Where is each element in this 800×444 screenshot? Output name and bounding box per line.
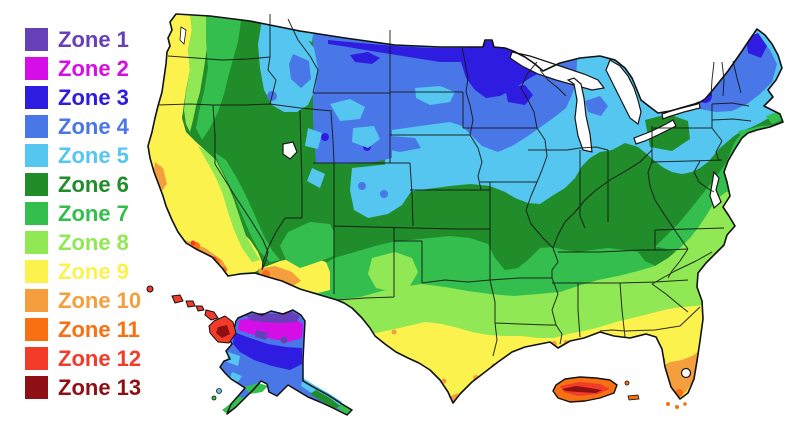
zone-7-label: Zone 7 [58, 201, 129, 226]
lake-huron [605, 59, 642, 126]
zone-4-label: Zone 4 [58, 114, 129, 139]
zone11-keys-dot2 [675, 405, 679, 409]
zone11-keys-dot [666, 402, 670, 406]
legend-item-zone-13: Zone 13 [25, 376, 141, 399]
zone-2-swatch [25, 57, 48, 80]
lake-erie [633, 119, 677, 145]
zone9-west-coast [148, 14, 330, 293]
zone3-northern-blobs [328, 33, 767, 105]
hawaii-oahu [171, 294, 184, 304]
zone-11-swatch [25, 318, 48, 341]
legend-item-zone-10: Zone 10 [25, 289, 141, 312]
lake-superior [509, 51, 606, 91]
puerto-rico-culebra [624, 380, 630, 386]
us-outline [147, 13, 784, 404]
legend-item-zone-11: Zone 11 [25, 318, 141, 341]
zone4-idaho-blobs [289, 54, 311, 88]
zone-legend: Zone 1 Zone 2 Zone 3 Zone 4 Zone 5 Zone 6 Zone… [25, 28, 141, 399]
chesapeake-bay [709, 170, 722, 210]
hawaii-kauai [146, 285, 154, 293]
zone-7-swatch [25, 202, 48, 225]
legend-item-zone-3: Zone 3 [25, 86, 141, 109]
zone-2-label: Zone 2 [58, 56, 129, 81]
zone-6-swatch [25, 173, 48, 196]
alaska-zone2 [238, 317, 303, 342]
puerto-rico-inset [552, 376, 640, 403]
legend-item-zone-9: Zone 9 [25, 260, 141, 283]
alaska-island-dot [216, 388, 222, 394]
hawaii-molokai [185, 300, 196, 308]
great-salt-lake [282, 141, 298, 160]
alaska-zone6 [310, 390, 340, 409]
zone7-cape-cod-sliver [738, 111, 783, 137]
zone-8-label: Zone 8 [58, 230, 129, 255]
alaska-island-dot2 [211, 395, 217, 401]
zone3-wyoming-spot [321, 133, 329, 141]
zone12-socal-spot [190, 240, 196, 246]
lake-michigan [566, 77, 593, 153]
legend-item-zone-2: Zone 2 [25, 57, 141, 80]
zone10-spot [192, 267, 196, 271]
legend-item-zone-4: Zone 4 [25, 115, 141, 138]
puget-sound [179, 26, 187, 45]
zone7-west-interiors [196, 14, 334, 268]
zone10-spot [441, 378, 447, 384]
zone6-allegheny-blob [645, 114, 690, 151]
legend-item-zone-7: Zone 7 [25, 202, 141, 225]
alaska-zone7 [222, 383, 352, 415]
hawaii-maui [204, 309, 219, 321]
zone-12-swatch [25, 347, 48, 370]
zone-10-swatch [25, 289, 48, 312]
zone-5-swatch [25, 144, 48, 167]
zone-1-label: Zone 1 [58, 27, 129, 52]
zone-3-label: Zone 3 [58, 85, 129, 110]
zone-10-label: Zone 10 [58, 288, 142, 313]
zone-9-swatch [25, 260, 48, 283]
zone-12-label: Zone 12 [58, 346, 142, 371]
legend-item-zone-12: Zone 12 [25, 347, 141, 370]
zone-1-swatch [25, 28, 48, 51]
zone-4-swatch [25, 115, 48, 138]
alaska-zone1 [246, 312, 300, 340]
alaska-inset [211, 309, 353, 416]
zone4-colorado-spot2 [380, 190, 388, 198]
zone-3-swatch [25, 86, 48, 109]
hawaii-big-island-core [216, 325, 230, 338]
zone10-spot [391, 329, 397, 335]
alaska-zone1-spot [280, 336, 288, 344]
legend-item-zone-8: Zone 8 [25, 231, 141, 254]
zone4-michigan-patches [390, 74, 608, 152]
puerto-rico-zone13-core [562, 386, 602, 393]
alaska-zone3 [233, 332, 302, 370]
zone-9-label: Zone 9 [58, 259, 129, 284]
hawaii-inset [146, 285, 237, 344]
zone11-keys-dot3 [683, 402, 687, 406]
zone-13-label: Zone 13 [58, 375, 142, 400]
zone4-colorado-spot [358, 182, 366, 190]
legend-item-zone-1: Zone 1 [25, 28, 141, 51]
contiguous-us-zones [148, 14, 783, 403]
zone-6-label: Zone 6 [58, 172, 129, 197]
puerto-rico-vieques [627, 394, 640, 401]
legend-item-zone-6: Zone 6 [25, 173, 141, 196]
zone-11-label: Zone 11 [58, 317, 140, 342]
hawaii-lanai [195, 305, 205, 312]
state-borders [157, 14, 752, 357]
lake-okeechobee [680, 367, 692, 379]
zone-13-swatch [25, 376, 48, 399]
zone-5-label: Zone 5 [58, 143, 129, 168]
zone-8-swatch [25, 231, 48, 254]
legend-item-zone-5: Zone 5 [25, 144, 141, 167]
zone3-adirondack-spot [698, 89, 712, 103]
alaska-outline [219, 309, 353, 416]
